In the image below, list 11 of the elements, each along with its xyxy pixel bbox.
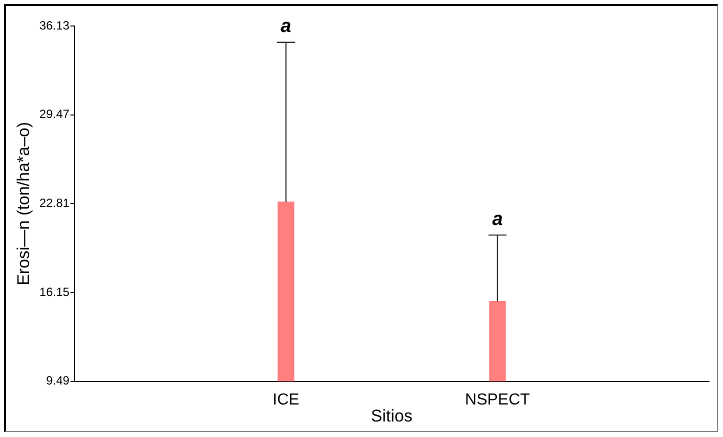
annotation: a <box>280 16 292 38</box>
y-tick-label: 36.13 <box>39 18 70 32</box>
y-tick-label: 22.81 <box>39 196 70 210</box>
x-tick-label: ICE <box>272 391 300 408</box>
y-tick-label: 9.49 <box>46 374 70 388</box>
y-tick-label: 29.47 <box>39 107 70 122</box>
x-axis-title: Sitios <box>370 406 413 426</box>
y-axis-title: Erosi—n (ton/ha*a–o) <box>14 122 33 286</box>
y-tick-label: 16.15 <box>39 284 70 299</box>
annotation: a <box>492 208 504 230</box>
x-tick-label: NSPECT <box>465 391 530 408</box>
